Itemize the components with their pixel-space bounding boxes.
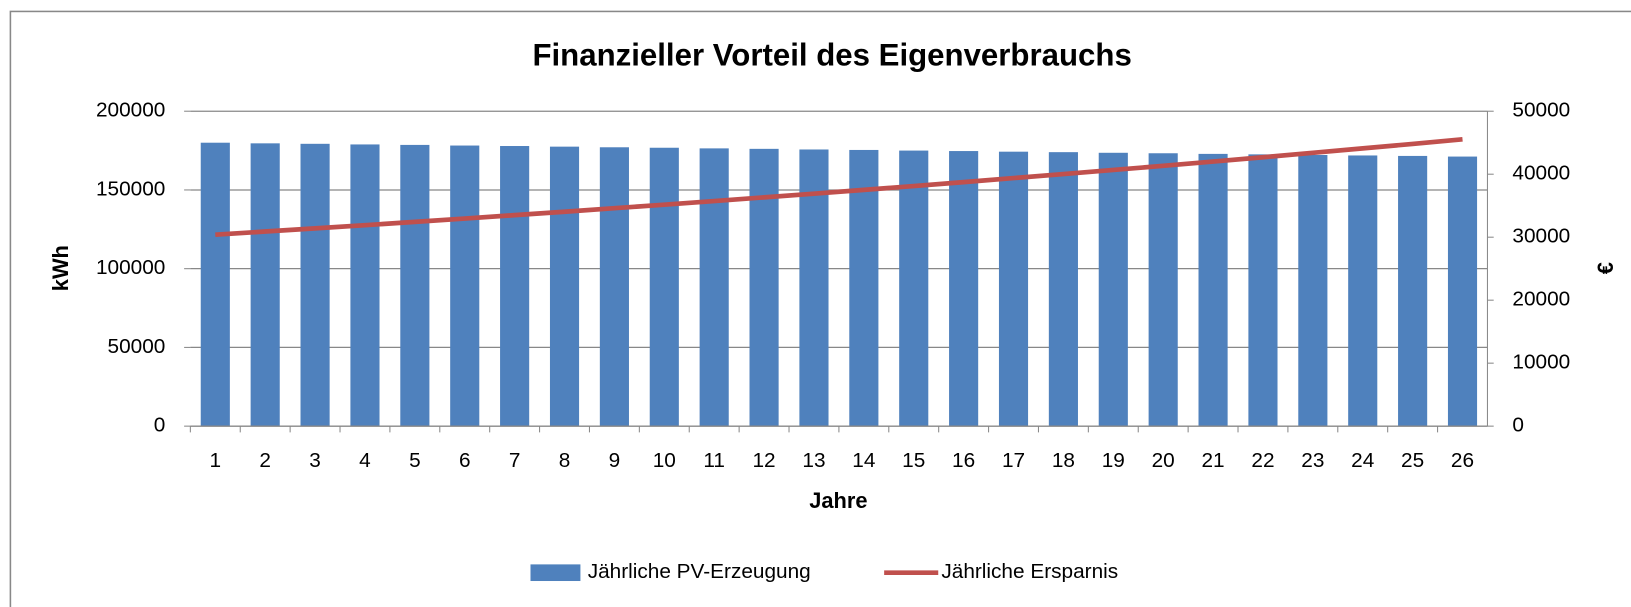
bar <box>699 148 729 427</box>
y-axis-title: kWh <box>48 245 73 291</box>
x-tick-label: 4 <box>359 449 371 472</box>
bar <box>200 142 230 427</box>
x-tick-label: 23 <box>1301 449 1324 472</box>
bar <box>1348 155 1378 427</box>
x-tick-label: 9 <box>609 449 621 472</box>
legend-swatch <box>530 564 581 582</box>
bar <box>1298 154 1328 427</box>
y-tick-label: 200000 <box>96 99 165 122</box>
x-tick-label: 17 <box>1002 449 1025 472</box>
x-tick-label: 13 <box>802 449 825 472</box>
y-tick-label: 100000 <box>96 256 165 279</box>
x-tick-label: 15 <box>902 449 925 472</box>
x-tick-label: 25 <box>1401 449 1424 472</box>
bar <box>549 146 580 427</box>
legend-label: Jährliche Ersparnis <box>941 560 1118 583</box>
bar <box>500 146 530 427</box>
bar <box>1098 152 1128 427</box>
bar <box>1398 155 1428 427</box>
x-tick-label: 12 <box>753 449 776 472</box>
y2-tick-label: 40000 <box>1512 162 1570 185</box>
bar <box>998 151 1029 427</box>
x-axis-title: Jahre <box>809 488 867 513</box>
chart-title: Finanzieller Vorteil des Eigenverbrauchs <box>532 37 1131 72</box>
legend-label: Jährliche PV-Erzeugung <box>588 560 811 583</box>
x-tick-label: 11 <box>703 449 725 472</box>
bar <box>749 148 779 427</box>
bar <box>400 144 430 427</box>
y-tick-label: 150000 <box>96 177 165 200</box>
bar <box>350 144 380 427</box>
bar <box>649 147 679 427</box>
x-tick-label: 26 <box>1451 449 1474 472</box>
y-tick-label: 50000 <box>108 335 166 358</box>
chart-border <box>9 10 1631 607</box>
y2-tick-label: 10000 <box>1512 351 1570 374</box>
x-tick-label: 18 <box>1052 449 1075 472</box>
bar <box>300 143 330 427</box>
bar <box>1248 154 1278 427</box>
y2-tick-label: 0 <box>1512 414 1524 437</box>
bar <box>899 150 929 427</box>
x-tick-label: 2 <box>259 449 271 472</box>
y2-tick-label: 50000 <box>1512 99 1570 122</box>
x-tick-label: 6 <box>459 449 471 472</box>
x-tick-label: 8 <box>559 449 571 472</box>
bar <box>1447 156 1478 427</box>
x-tick-label: 7 <box>509 449 521 472</box>
y2-axis-title: € <box>1593 262 1618 274</box>
bar <box>599 147 629 427</box>
bar <box>1048 152 1078 427</box>
x-tick-label: 3 <box>309 449 321 472</box>
y-tick-label: 0 <box>154 414 166 437</box>
x-tick-label: 5 <box>409 449 421 472</box>
x-tick-label: 24 <box>1351 449 1374 472</box>
x-tick-label: 14 <box>852 449 875 472</box>
y2-tick-label: 20000 <box>1512 288 1570 311</box>
bar <box>849 149 879 427</box>
line <box>215 136 1463 238</box>
bar <box>1148 153 1178 427</box>
x-tick-label: 1 <box>210 449 222 472</box>
bar <box>450 145 480 427</box>
bar <box>949 151 979 427</box>
x-tick-label: 16 <box>952 449 975 472</box>
bar <box>250 143 280 427</box>
x-tick-label: 10 <box>653 449 676 472</box>
x-tick-label: 19 <box>1102 449 1125 472</box>
bar <box>1198 153 1228 427</box>
x-tick-label: 22 <box>1251 449 1274 472</box>
x-tick-label: 21 <box>1202 449 1225 472</box>
y2-tick-label: 30000 <box>1512 225 1570 248</box>
x-tick-label: 20 <box>1152 449 1175 472</box>
